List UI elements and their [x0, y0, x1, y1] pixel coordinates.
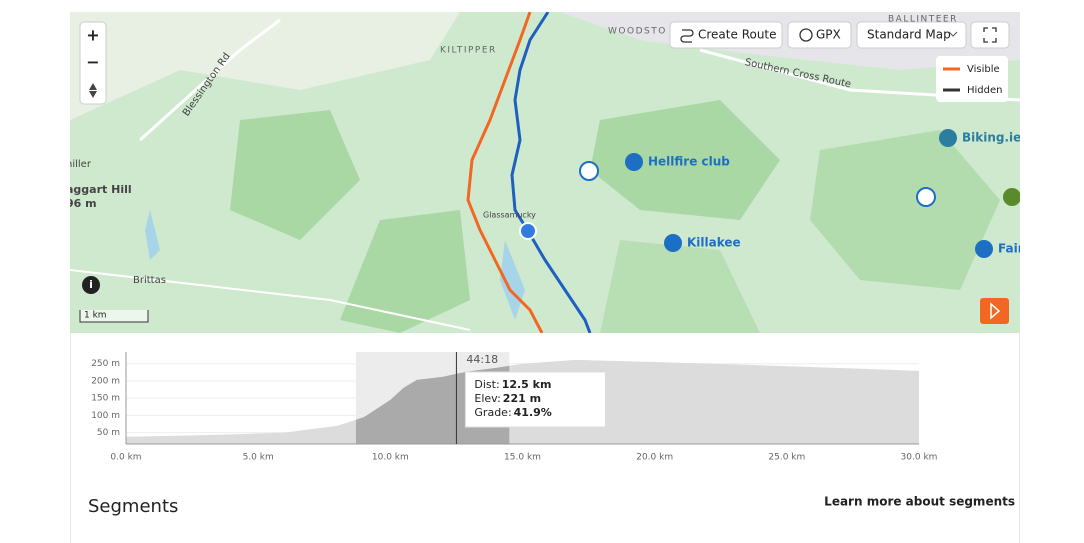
- map-water: [145, 210, 160, 260]
- legend-label: Visible: [967, 64, 1000, 75]
- place-label: aggart Hill: [66, 183, 132, 196]
- y-tick-label: 250 m: [91, 359, 120, 369]
- map[interactable]: KILTIPPER WOODSTO BALLINTEER Southern Cr…: [66, 12, 1024, 333]
- tooltip-row: Elev: 221 m: [474, 392, 541, 405]
- place-label: niller: [66, 159, 92, 170]
- fullscreen-icon: [983, 27, 997, 43]
- gpx-label[interactable]: GPX: [816, 28, 841, 42]
- poi-icon[interactable]: [916, 187, 936, 207]
- y-tick-label: 100 m: [91, 411, 120, 421]
- map-area: [70, 12, 460, 120]
- place-label: KILTIPPER: [440, 46, 497, 56]
- place-label: 96 m: [66, 197, 97, 210]
- place-label: WOODSTO: [608, 27, 667, 37]
- place-label: Brittas: [133, 275, 166, 286]
- tooltip-row: Grade: 41.9%: [474, 406, 551, 419]
- scale-label: 1 km: [84, 311, 107, 321]
- x-tick-label: 25.0 km: [768, 453, 805, 463]
- tooltip-value: 12.5 km: [502, 378, 552, 391]
- position-marker: [519, 222, 537, 240]
- play-icon: [990, 302, 1001, 320]
- poi-icon[interactable]: [1003, 188, 1021, 206]
- scale-bar: [79, 310, 149, 323]
- tooltip-key: Dist:: [474, 378, 499, 391]
- x-tick-label: 15.0 km: [504, 453, 541, 463]
- compass[interactable]: [89, 83, 97, 98]
- map-forest: [340, 210, 470, 333]
- map-style-button[interactable]: [856, 21, 967, 49]
- y-tick-label: 200 m: [91, 376, 120, 386]
- download-icon: [799, 28, 813, 42]
- x-tick-label: 10.0 km: [372, 453, 409, 463]
- poi-label[interactable]: Hellfire club: [648, 155, 730, 169]
- zoom-in[interactable]: +: [86, 26, 99, 45]
- poi-label[interactable]: Biking.ie: [962, 131, 1021, 145]
- elevation-chart[interactable]: 50 m 100 m 150 m 200 m 250 m 0.0 km 5.0 km 10.0…: [91, 352, 937, 463]
- zoom-panel: [79, 21, 107, 105]
- road: [138, 18, 281, 142]
- poi-icon[interactable]: [579, 161, 599, 181]
- place-label: BALLINTEER: [888, 15, 958, 25]
- play-button[interactable]: [980, 298, 1009, 324]
- gpx-button[interactable]: [787, 21, 852, 49]
- x-tick-label: 5.0 km: [243, 453, 274, 463]
- info-button[interactable]: [82, 276, 100, 294]
- tooltip-value: 41.9%: [514, 406, 552, 419]
- route-visible: [466, 12, 544, 333]
- legend-label: Hidden: [967, 85, 1002, 96]
- poi-label[interactable]: Killakee: [687, 236, 741, 250]
- place-label: Glassamucky: [483, 211, 536, 220]
- tooltip-row: Dist: 12.5 km: [474, 378, 551, 391]
- poi-icon[interactable]: [625, 153, 643, 171]
- tooltip-key: Grade:: [474, 406, 511, 419]
- map-forest: [230, 110, 360, 240]
- create-route-label[interactable]: Create Route: [698, 28, 777, 42]
- map-forest: [810, 130, 1000, 290]
- info-icon: i: [89, 278, 93, 291]
- tooltip-value: 221 m: [503, 392, 541, 405]
- zoom-out[interactable]: −: [86, 53, 99, 72]
- tooltip-key: Elev:: [474, 392, 500, 405]
- road: [70, 269, 471, 331]
- route-hidden: [510, 12, 592, 333]
- chevron: [948, 31, 958, 37]
- x-tick-label: 0.0 km: [110, 453, 141, 463]
- map-forest: [600, 240, 760, 333]
- poi-icon[interactable]: [939, 129, 957, 147]
- create-route-button[interactable]: [669, 21, 783, 49]
- route-icon: [680, 29, 694, 43]
- fullscreen-button[interactable]: [970, 21, 1010, 49]
- x-tick-label: 30.0 km: [901, 453, 938, 463]
- segments-title: Segments: [88, 496, 178, 517]
- poi-icon[interactable]: [975, 240, 993, 258]
- map-forest: [590, 100, 780, 220]
- poi-icon[interactable]: [664, 234, 682, 252]
- cursor-time: 44:18: [466, 353, 498, 366]
- tooltip: [464, 371, 606, 428]
- poi-label[interactable]: Fair: [998, 242, 1024, 256]
- y-tick-label: 50 m: [97, 428, 120, 438]
- x-tick-label: 20.0 km: [636, 453, 673, 463]
- map-style-label[interactable]: Standard Map: [867, 28, 951, 42]
- y-tick-label: 150 m: [91, 394, 120, 404]
- segments-link[interactable]: Learn more about segments: [824, 495, 1015, 509]
